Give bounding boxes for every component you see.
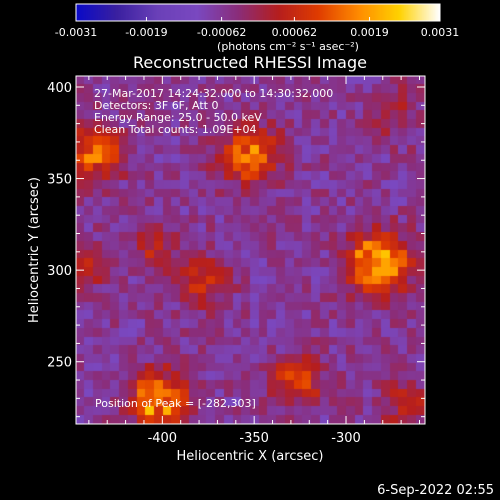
colorbar-frame xyxy=(75,3,441,22)
plot-frame xyxy=(75,75,426,425)
colorbar-tick-label: -0.0031 xyxy=(55,26,97,39)
y-tick-label: 350 xyxy=(47,173,72,188)
peak-position-label: Position of Peak = [-282,303] xyxy=(95,397,256,410)
annotation-time-range: 27-Mar-2017 14:24:32.000 to 14:30:32.000 xyxy=(94,87,333,100)
x-tick-label: -350 xyxy=(239,431,269,446)
axis-ticks: -400 -350 -300 250 300 350 400 xyxy=(47,76,425,446)
colorbar-tick-label: -0.0019 xyxy=(125,26,167,39)
date-stamp: 6-Sep-2022 02:55 xyxy=(377,483,494,498)
colorbar-ticks: -0.0031 -0.0019 -0.00062 0.00062 0.0019 0.003… xyxy=(55,17,459,39)
x-tick-label: -400 xyxy=(148,431,178,446)
annotation-block: 27-Mar-2017 14:24:32.000 to 14:30:32.000… xyxy=(94,87,333,136)
chart-title: Reconstructed RHESSI Image xyxy=(133,53,367,72)
colorbar-tick-label: -0.00062 xyxy=(197,26,246,39)
colorbar-tick-label: 0.0019 xyxy=(350,26,389,39)
x-tick-label: -300 xyxy=(331,431,361,446)
y-tick-label: 250 xyxy=(47,356,72,371)
y-axis-label: Heliocentric Y (arcsec) xyxy=(27,177,42,323)
colorbar-tick-label: 0.0031 xyxy=(421,26,460,39)
annotation-clean-counts: Clean Total counts: 1.09E+04 xyxy=(94,123,257,136)
y-tick-label: 400 xyxy=(47,81,72,96)
heatmap-image xyxy=(76,76,425,424)
colorbar-gradient xyxy=(76,4,440,21)
annotation-detectors: Detectors: 3F 6F, Att 0 xyxy=(94,99,218,112)
colorbar-tick-label: 0.00062 xyxy=(272,26,318,39)
y-tick-label: 300 xyxy=(47,264,72,279)
colorbar-unit-label: (photons cm⁻² s⁻¹ asec⁻²) xyxy=(217,40,359,53)
annotation-energy-range: Energy Range: 25.0 - 50.0 keV xyxy=(94,111,262,124)
x-axis-label: Heliocentric X (arcsec) xyxy=(177,449,324,464)
